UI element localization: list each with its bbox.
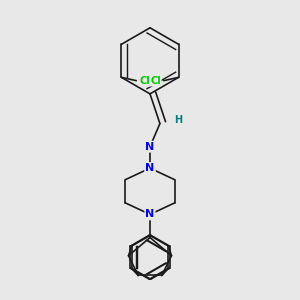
Text: N: N <box>146 163 154 173</box>
Text: H: H <box>174 115 182 125</box>
Text: Cl: Cl <box>139 76 150 85</box>
Text: Cl: Cl <box>150 76 161 85</box>
Text: N: N <box>146 142 154 152</box>
Text: N: N <box>146 209 154 219</box>
Text: N: N <box>146 163 154 173</box>
